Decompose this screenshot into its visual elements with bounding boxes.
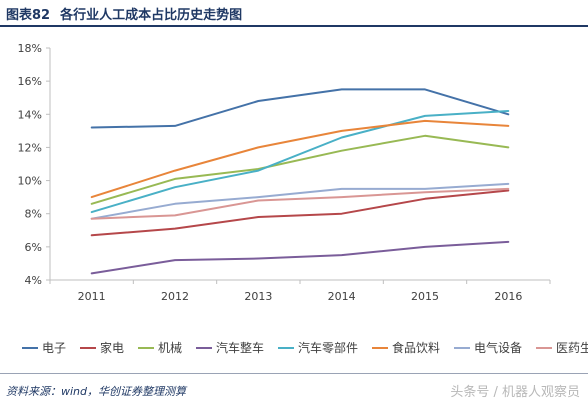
x-tick-label: 2015 bbox=[411, 290, 439, 303]
x-tick-label: 2012 bbox=[161, 290, 189, 303]
legend-label-6: 食品饮料 bbox=[392, 340, 440, 355]
y-tick-label: 8% bbox=[25, 208, 42, 221]
x-tick-label: 2013 bbox=[244, 290, 272, 303]
legend-label-1: 电子 bbox=[42, 341, 66, 355]
legend-label-2: 家电 bbox=[100, 340, 124, 355]
y-tick-label: 10% bbox=[18, 175, 42, 188]
y-tick-label: 4% bbox=[25, 274, 42, 287]
watermark: 头条号 / 机器人观察员 bbox=[450, 385, 580, 400]
figure-header: 图表82 各行业人工成本占比历史走势图 bbox=[0, 0, 588, 27]
legend-label-8: 医药生物 bbox=[556, 341, 588, 355]
figure-title: 各行业人工成本占比历史走势图 bbox=[60, 8, 243, 23]
series-line-5 bbox=[90, 110, 510, 214]
y-tick-label: 6% bbox=[25, 241, 42, 254]
y-tick-label: 12% bbox=[18, 141, 42, 154]
line-chart: 4% 6% 8% 10% 12% 14% 16% 18% 2011 2012 2013 2014 201… bbox=[18, 42, 588, 355]
series-line-7 bbox=[90, 182, 510, 220]
legend-label-5: 汽车零部件 bbox=[298, 340, 358, 355]
legend-label-3: 机械 bbox=[158, 340, 182, 355]
x-tick-label: 2016 bbox=[494, 290, 522, 303]
series-line-2 bbox=[90, 189, 510, 237]
legend-label-7: 电气设备 bbox=[474, 340, 522, 355]
y-tick-label: 14% bbox=[18, 108, 42, 121]
header-rule bbox=[0, 25, 588, 27]
figure-number: 图表82 bbox=[6, 8, 51, 23]
figure-title-row: 图表82 各行业人工成本占比历史走势图 bbox=[6, 4, 242, 23]
series-line-8 bbox=[90, 187, 510, 220]
footer-rule bbox=[0, 373, 588, 374]
y-tick-label: 18% bbox=[18, 42, 42, 55]
x-tick-label: 2014 bbox=[328, 290, 356, 303]
x-tick-label: 2011 bbox=[78, 290, 106, 303]
chart-series bbox=[90, 88, 510, 275]
legend-label-4: 汽车整车 bbox=[216, 340, 264, 355]
chart-legend: 电子 家电 机械 汽车整车 汽车零部件 食品饮料 电气设备 医药生物 bbox=[22, 340, 588, 355]
y-tick-label: 16% bbox=[18, 75, 42, 88]
series-line-3 bbox=[90, 134, 510, 205]
series-line-1 bbox=[90, 88, 510, 129]
series-line-4 bbox=[90, 240, 510, 275]
series-line-6 bbox=[90, 119, 510, 199]
chart-axes: 4% 6% 8% 10% 12% 14% 16% 18% 2011 2012 2013 2014 201… bbox=[18, 42, 551, 303]
source-note: 资料来源：wind，华创证券整理测算 bbox=[6, 385, 187, 398]
